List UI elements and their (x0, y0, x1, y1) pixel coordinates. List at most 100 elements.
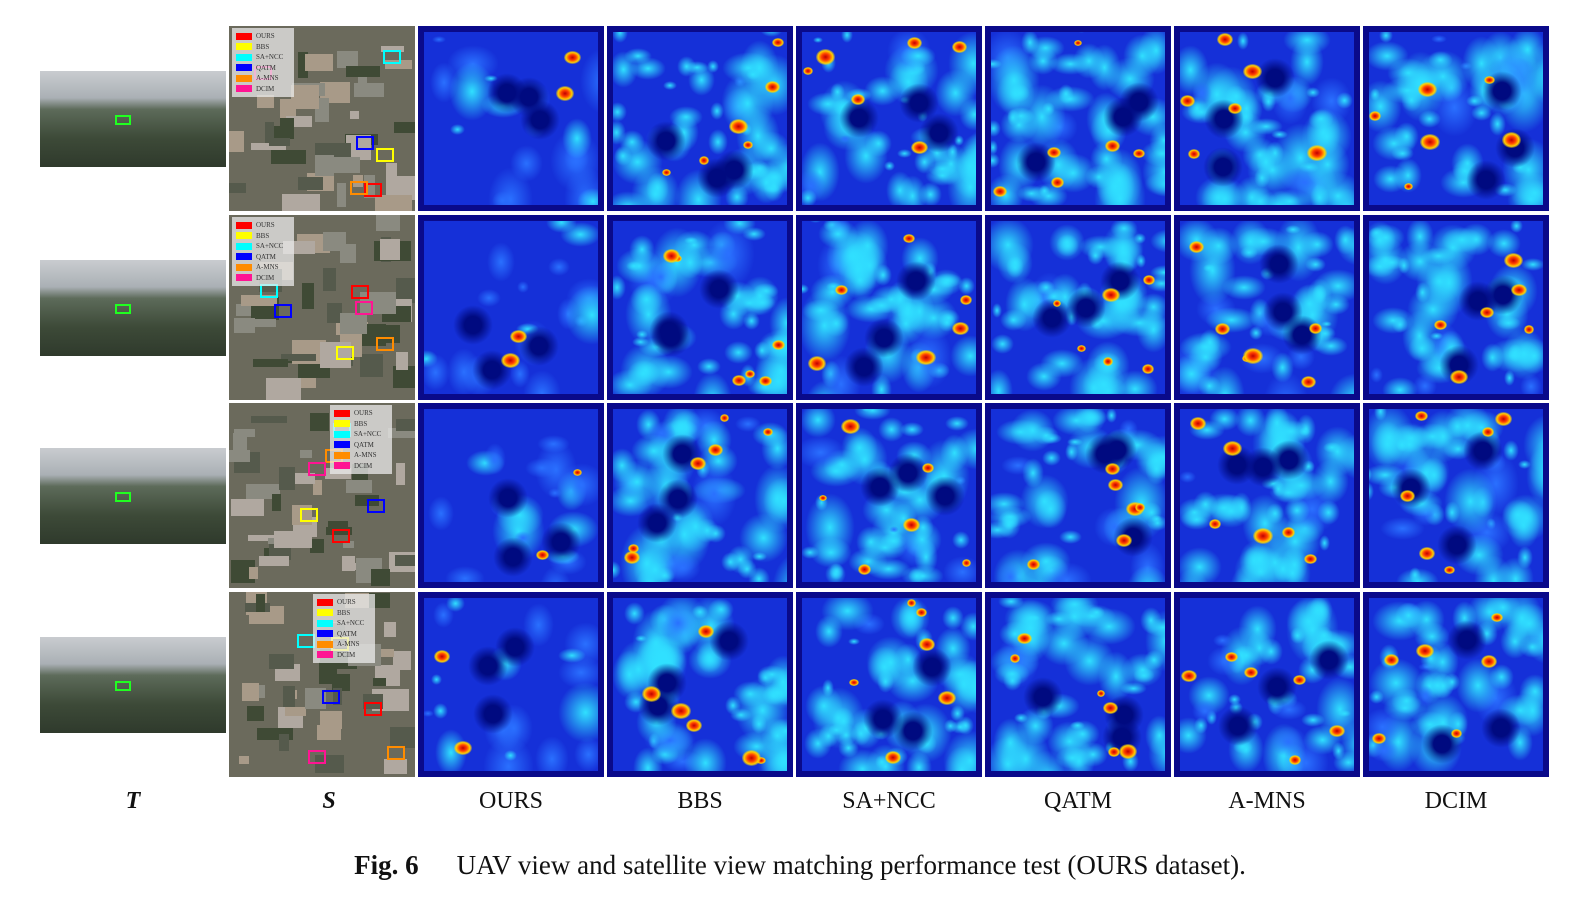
legend-label: SA+NCC (256, 242, 284, 251)
heatmap-qatm (985, 215, 1171, 400)
match-box (331, 529, 350, 544)
legend-label: DCIM (256, 273, 275, 282)
legend-label: OURS (256, 32, 275, 41)
legend-item: SA+NCC (334, 429, 388, 440)
column-label-ours: OURS (478, 788, 544, 814)
uav-image (40, 71, 226, 167)
legend-item: BBS (317, 608, 371, 619)
legend-swatch (317, 619, 333, 627)
legend-label: A-MNS (337, 640, 360, 649)
legend: OURS BBS SA+NCC QATM A-MNS DCIM (330, 405, 392, 474)
heatmap-dcim (1363, 26, 1549, 211)
match-box (322, 690, 341, 705)
legend-swatch (334, 462, 350, 470)
legend-item: BBS (236, 231, 290, 242)
legend-swatch (236, 274, 252, 282)
legend-swatch (236, 263, 252, 271)
heatmap-sancc (796, 26, 982, 211)
heatmap-bbs (607, 592, 793, 777)
legend-label: SA+NCC (256, 53, 284, 62)
match-box (383, 49, 402, 64)
legend-swatch (317, 609, 333, 617)
legend-swatch (236, 53, 252, 61)
legend-swatch (236, 232, 252, 240)
match-box (273, 304, 292, 319)
heatmap-bbs (607, 215, 793, 400)
legend-label: BBS (256, 231, 270, 240)
match-box (367, 499, 386, 514)
match-box (386, 745, 405, 760)
legend-swatch (334, 420, 350, 428)
legend-item: BBS (334, 419, 388, 430)
heatmap-ours (418, 592, 604, 777)
heatmap-bbs (607, 403, 793, 588)
heatmap-qatm (985, 592, 1171, 777)
legend-swatch (334, 430, 350, 438)
match-box (259, 284, 278, 299)
legend-label: A-MNS (256, 74, 279, 83)
match-box (296, 633, 315, 648)
legend-swatch (334, 441, 350, 449)
match-box (308, 749, 327, 764)
target-box (115, 304, 131, 314)
match-box (376, 148, 395, 163)
legend-label: SA+NCC (337, 619, 365, 628)
column-label-t: T (125, 788, 141, 814)
match-box (300, 508, 319, 523)
match-box (363, 702, 382, 717)
legend-item: QATM (317, 629, 371, 640)
legend-item: DCIM (236, 273, 290, 284)
legend-item: SA+NCC (317, 618, 371, 629)
satellite-image: OURS BBS SA+NCC QATM A-MNS DCIM (229, 215, 415, 400)
match-box (355, 136, 374, 151)
heatmap-amns (1174, 403, 1360, 588)
legend-label: A-MNS (354, 451, 377, 460)
heatmap-qatm (985, 403, 1171, 588)
target-box (115, 681, 131, 691)
legend: OURS BBS SA+NCC QATM A-MNS DCIM (232, 28, 294, 97)
heatmap-ours (418, 26, 604, 211)
legend-label: SA+NCC (354, 430, 382, 439)
legend-item: OURS (317, 597, 371, 608)
legend-swatch (236, 74, 252, 82)
legend: OURS BBS SA+NCC QATM A-MNS DCIM (313, 594, 375, 663)
uav-image (40, 260, 226, 356)
heatmap-sancc (796, 592, 982, 777)
legend-item: QATM (334, 440, 388, 451)
caption-label: Fig. 6 (354, 850, 419, 880)
figure-caption: Fig. 6 UAV view and satellite view matchi… (0, 850, 1590, 881)
heatmap-amns (1174, 215, 1360, 400)
legend-item: OURS (236, 220, 290, 231)
heatmap-bbs (607, 26, 793, 211)
column-label-bbs: BBS (677, 788, 723, 814)
match-box (350, 180, 369, 195)
legend-label: DCIM (337, 650, 356, 659)
legend-label: QATM (337, 629, 357, 638)
heatmap-amns (1174, 26, 1360, 211)
legend-item: OURS (236, 31, 290, 42)
column-label-dcim: DCIM (1424, 788, 1488, 814)
legend-item: SA+NCC (236, 52, 290, 63)
column-label-sa-ncc: SA+NCC (842, 788, 936, 814)
uav-image (40, 448, 226, 544)
legend-item: QATM (236, 63, 290, 74)
legend-item: A-MNS (317, 639, 371, 650)
match-box (355, 300, 374, 315)
target-box (115, 492, 131, 502)
heatmap-qatm (985, 26, 1171, 211)
legend-swatch (317, 640, 333, 648)
heatmap-sancc (796, 215, 982, 400)
legend-swatch (236, 253, 252, 261)
legend-swatch (317, 630, 333, 638)
satellite-image: OURS BBS SA+NCC QATM A-MNS DCIM (229, 26, 415, 211)
column-label-s: S (322, 788, 336, 814)
legend-item: SA+NCC (236, 241, 290, 252)
legend-label: OURS (354, 409, 373, 418)
satellite-image: OURS BBS SA+NCC QATM A-MNS DCIM (229, 403, 415, 588)
heatmap-dcim (1363, 403, 1549, 588)
legend-swatch (236, 242, 252, 250)
legend-label: OURS (256, 221, 275, 230)
match-box (335, 346, 354, 361)
legend-swatch (236, 32, 252, 40)
legend-label: BBS (337, 608, 351, 617)
